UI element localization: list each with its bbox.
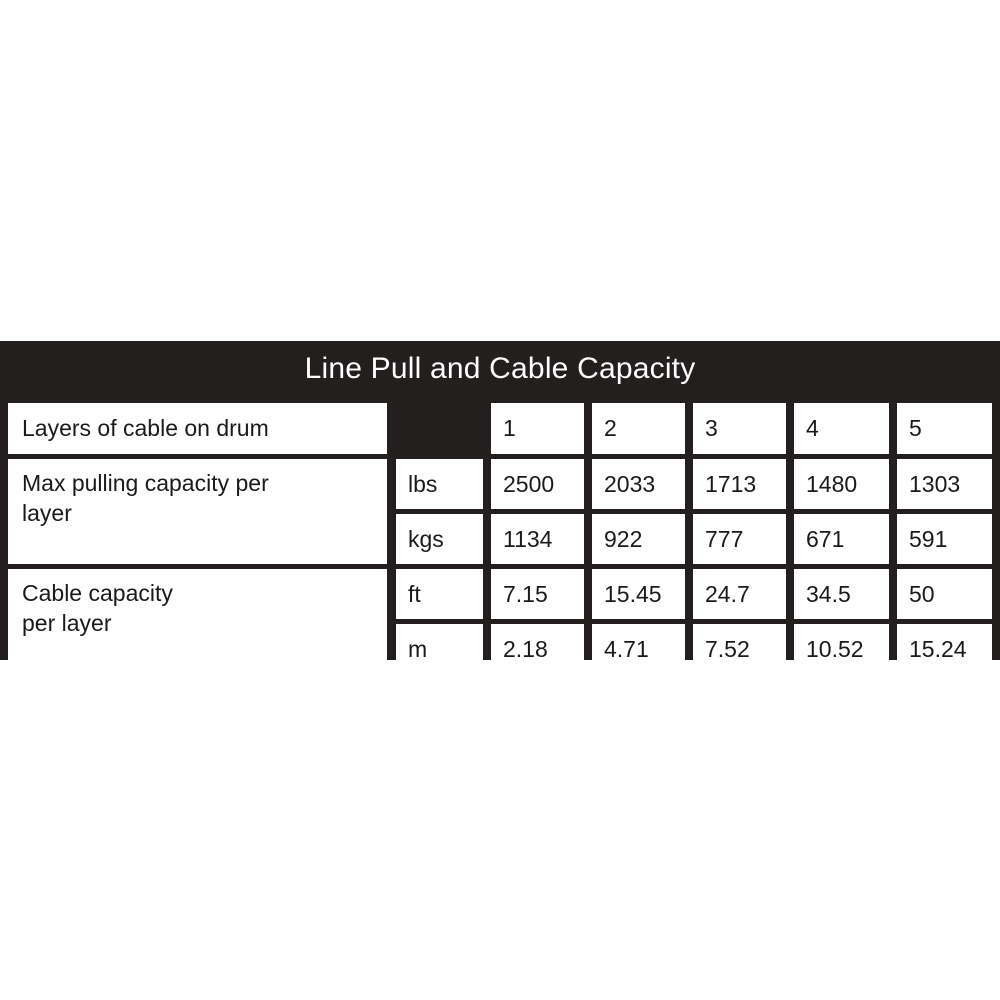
row-header-layers-label: Layers of cable on drum (8, 403, 387, 454)
value-cell-lbs-layer-2: 2033 (592, 459, 685, 509)
line-pull-cable-capacity-table: Line Pull and Cable Capacity Layers of c… (0, 341, 1000, 674)
layer-number-cell-2: 2 (592, 403, 685, 454)
table-title: Line Pull and Cable Capacity (304, 352, 696, 385)
row-group-label-line-2: layer (22, 500, 72, 527)
row-group-label-max-pulling-capacity: Max pulling capacity per layer (8, 459, 387, 564)
value-cell-lbs-layer-1: 2500 (491, 459, 584, 509)
value-cell-kgs-layer-4: 671 (794, 514, 889, 564)
layer-number-cell-4: 4 (794, 403, 889, 454)
unit-cell-ft: ft (396, 569, 483, 619)
value-cell-lbs-layer-3: 1713 (693, 459, 786, 509)
table-grid: Layers of cable on drum 1 2 3 4 5 Max pu… (0, 397, 1000, 674)
value-cell-m-layer-3: 7.52 (693, 624, 786, 674)
row-group-label-cable-capacity: Cable capacity per layer (8, 569, 387, 674)
value-cell-lbs-layer-5: 1303 (897, 459, 992, 509)
value-cell-kgs-layer-1: 1134 (491, 514, 584, 564)
value-cell-ft-layer-3: 24.7 (693, 569, 786, 619)
value-cell-m-layer-4: 10.52 (794, 624, 889, 674)
unit-cell-kgs: kgs (396, 514, 483, 564)
value-cell-ft-layer-4: 34.5 (794, 569, 889, 619)
layer-number-cell-5: 5 (897, 403, 992, 454)
value-cell-lbs-layer-4: 1480 (794, 459, 889, 509)
row-group-label-line-1: Cable capacity (22, 580, 173, 606)
value-cell-kgs-layer-3: 777 (693, 514, 786, 564)
value-cell-m-layer-5: 15.24 (897, 624, 992, 674)
value-cell-ft-layer-5: 50 (897, 569, 992, 619)
value-cell-kgs-layer-5: 591 (897, 514, 992, 564)
value-cell-m-layer-1: 2.18 (491, 624, 584, 674)
value-cell-m-layer-2: 4.71 (592, 624, 685, 674)
layer-number-cell-1: 1 (491, 403, 584, 454)
value-cell-kgs-layer-2: 922 (592, 514, 685, 564)
unit-cell-lbs: lbs (396, 459, 483, 509)
row-group-label-line-1: Max pulling capacity per (22, 470, 269, 496)
row-group-label-line-2: per layer (22, 610, 112, 637)
layer-number-cell-3: 3 (693, 403, 786, 454)
value-cell-ft-layer-1: 7.15 (491, 569, 584, 619)
unit-cell-m: m (396, 624, 483, 674)
value-cell-ft-layer-2: 15.45 (592, 569, 685, 619)
